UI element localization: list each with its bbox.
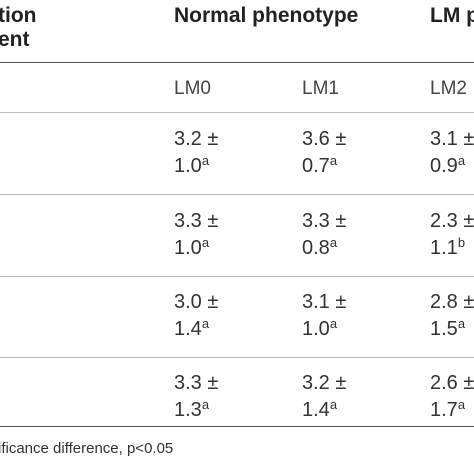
table-cell: 3.2 ± 1.0a [174,128,219,177]
header-normal-phenotype: Normal phenotype [174,4,359,27]
table-cell: 2.3 ± 1.1b [430,210,474,259]
table-cell: 3.3 ± 0.8a [302,210,347,259]
table-cell: 2.8 ± 1.5a [430,291,474,340]
header-lm-phenotype: LM p [430,4,474,27]
subheader-lm2: LM2 [430,78,467,99]
table-cell: 3.2 ± 1.4a [302,372,347,421]
subheader-lm0: LM0 [174,78,211,99]
table-cell: 2.6 ± 1.7a [430,372,474,421]
header-first-col-line2: ent [0,28,30,51]
table-bottom-rule [0,426,474,427]
table-cell: 3.0 ± 1.4a [174,291,219,340]
row-divider [0,276,474,277]
table-cell: 3.3 ± 1.3a [174,372,219,421]
table-cell: 3.1 ± 1.0a [302,291,347,340]
header-rule [0,62,474,63]
table-cell: 3.3 ± 1.0a [174,210,219,259]
table-cell: 3.6 ± 0.7a [302,128,347,177]
table-cell: 3.1 ± 0.9a [430,128,474,177]
row-divider [0,194,474,195]
row-divider [0,112,474,113]
header-first-col-line1: tion [0,4,37,27]
subheader-lm1: LM1 [302,78,339,99]
row-divider [0,357,474,358]
footnote: ificance difference, p<0.05 [0,440,174,457]
